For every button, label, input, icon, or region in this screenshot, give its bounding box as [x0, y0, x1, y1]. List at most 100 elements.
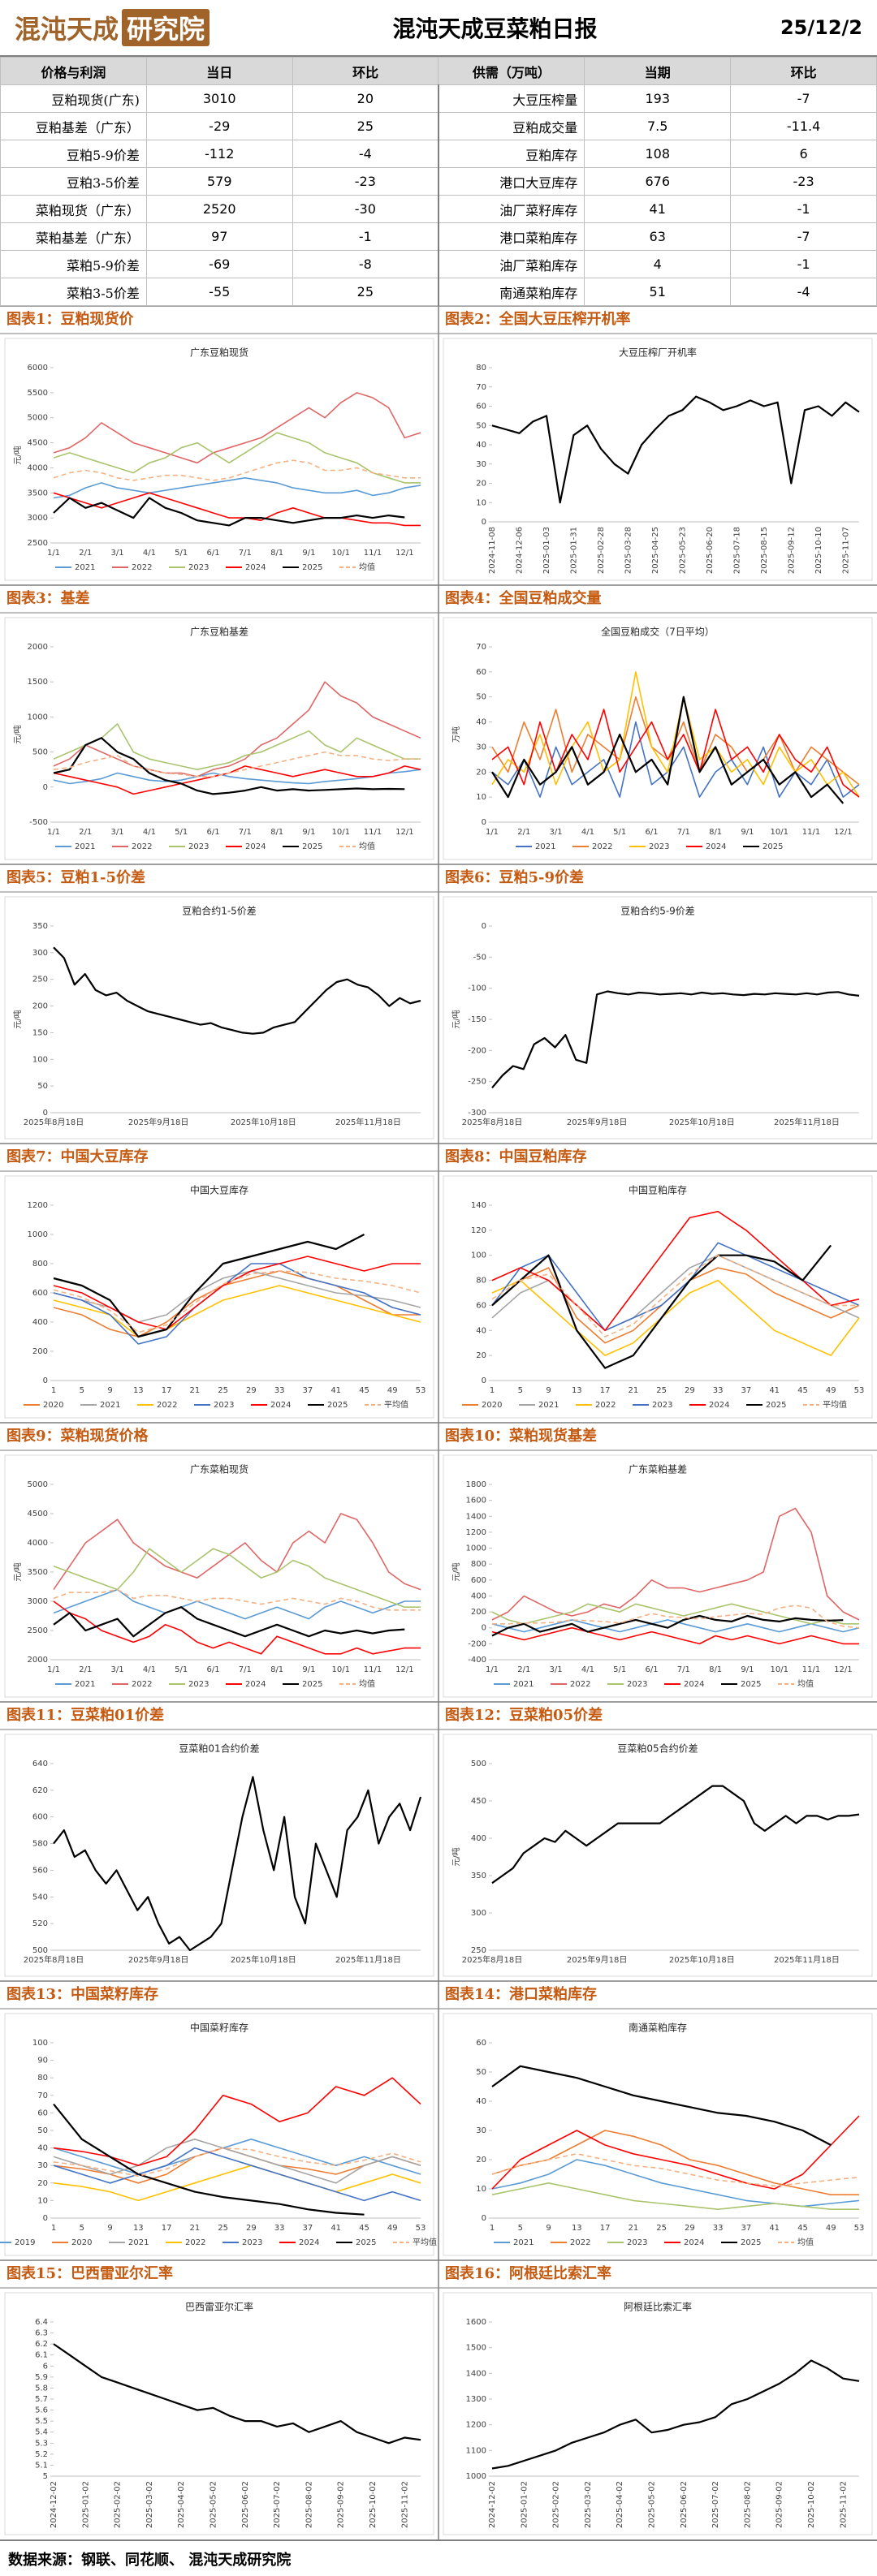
series-line: [53, 2139, 421, 2184]
y-tick-label: 70: [476, 383, 486, 392]
x-tick-label: 2025年11月18日: [335, 1117, 401, 1127]
chart-frame: [443, 896, 873, 1139]
y-tick-label: 60: [476, 2039, 486, 2048]
x-tick-label: 2025-06-20: [706, 527, 715, 574]
series-line: [53, 2147, 421, 2202]
chart-caption: 图表7：中国大豆库存: [6, 1148, 149, 1165]
cell: 193: [584, 84, 732, 113]
series-line: [491, 1507, 860, 1621]
row-label: 豆粕3-5价差: [0, 167, 147, 196]
cell: -8: [292, 250, 439, 278]
x-tick-label: 2/1: [79, 828, 92, 837]
x-tick-label: 5/1: [613, 1665, 626, 1674]
y-axis-label: 万吨: [451, 726, 461, 743]
x-tick-label: 13: [133, 2224, 144, 2233]
report-footer: 数据来源：钢联、同花顺、 混沌天成研究院: [0, 2539, 877, 2576]
chart-frame: [4, 338, 434, 581]
x-tick-label: 12/1: [395, 549, 413, 558]
x-tick-label: 2025-03-02: [584, 2481, 593, 2528]
cell: 97: [145, 222, 293, 251]
series-line: [53, 459, 421, 481]
y-tick-label: 6.3: [35, 2329, 48, 2338]
y-tick-label: 4000: [28, 1539, 48, 1548]
y-tick-label: -250: [468, 1078, 486, 1087]
x-tick-label: 49: [826, 2224, 836, 2233]
chart-frame: [443, 1734, 873, 1977]
cell: -23: [292, 167, 439, 196]
y-tick-label: 400: [32, 1318, 48, 1327]
chart-caption: 图表1：豆粕现货价: [6, 310, 135, 328]
y-tick-label: 90: [37, 2057, 48, 2066]
y-tick-label: -400: [468, 1656, 486, 1665]
chart-title: 广东豆粕基差: [190, 626, 248, 638]
chart-title: 豆粕合约5-9价差: [620, 905, 695, 917]
x-tick-label: 2025-05-02: [648, 2481, 657, 2528]
y-tick-label: 5500: [28, 389, 48, 398]
x-tick-label: 8/1: [709, 1665, 722, 1674]
chart-title: 南通菜粕库存: [629, 2022, 687, 2034]
chart-caption: 图表5：豆粕1-5价差: [6, 868, 145, 886]
x-tick-label: 2025-01-02: [81, 2481, 90, 2528]
series-line: [492, 1605, 860, 1629]
y-tick-label: 0: [482, 1376, 486, 1385]
y-tick-label: 4500: [28, 439, 48, 448]
y-tick-label: 200: [471, 1608, 486, 1617]
y-tick-label: 5.2: [35, 2450, 48, 2459]
x-tick-label: 45: [797, 2224, 808, 2233]
legend-label: 平均值: [823, 1399, 847, 1410]
y-tick-label: 120: [471, 1226, 486, 1235]
y-tick-label: 2000: [28, 1656, 48, 1665]
cell: -30: [292, 195, 439, 223]
x-tick-label: 6/1: [645, 828, 658, 837]
x-tick-label: 41: [769, 1386, 780, 1395]
x-tick-label: 2025-08-02: [743, 2481, 752, 2528]
x-tick-label: 5/1: [175, 549, 188, 558]
y-tick-label: 1100: [466, 2446, 486, 2455]
y-tick-label: 620: [32, 1786, 48, 1795]
cell: 579: [145, 167, 293, 196]
x-tick-label: 9: [107, 1386, 112, 1395]
cell: -1: [292, 222, 439, 251]
y-tick-label: 600: [471, 1576, 486, 1585]
table-row: 豆粕5-9价差 -112 -4 豆粕库存 108 6: [0, 140, 877, 168]
legend-label: 2022: [157, 1401, 177, 1410]
row-label: 大豆压榨量: [438, 84, 585, 113]
table-row: 豆粕3-5价差 579 -23 港口大豆库存 676 -23: [0, 167, 877, 196]
x-tick-label: 2025-08-02: [305, 2481, 313, 2528]
cell: -55: [145, 278, 293, 306]
series-line: [53, 723, 421, 770]
x-tick-label: 25: [218, 1386, 228, 1395]
x-tick-label: 45: [359, 2224, 369, 2233]
report-header: 混沌天成 研究院 混沌天成豆菜粕日报 25/12/2: [0, 0, 877, 57]
x-tick-label: 29: [685, 1386, 695, 1395]
y-tick-label: 5000: [28, 1480, 48, 1489]
y-tick-label: 50: [476, 2068, 486, 2077]
x-tick-label: 2025年10月18日: [669, 1117, 735, 1127]
y-tick-label: 450: [471, 1797, 486, 1806]
y-tick-label: 10: [476, 2185, 486, 2194]
series-line: [53, 432, 421, 484]
summary-table: 价格与利润 当日 环比 供需（万吨） 当期 环比 豆粕现货(广东) 3010 20 大豆压榨量 1…: [0, 57, 877, 306]
chart-caption: 图表15：巴西雷亚尔汇率: [6, 2264, 173, 2282]
y-tick-label: 30: [476, 460, 486, 469]
x-tick-label: 2025-01-02: [520, 2481, 529, 2528]
y-tick-label: 4000: [28, 463, 48, 472]
cell: 6: [730, 140, 877, 168]
column-header: 当日: [145, 57, 293, 85]
legend-label: 2021: [75, 563, 95, 572]
y-tick-label: 20: [476, 768, 486, 777]
chart-frame: [4, 617, 434, 860]
y-tick-label: 3000: [28, 514, 48, 523]
x-tick-label: 13: [572, 2224, 582, 2233]
legend-label: 均值: [797, 1678, 814, 1689]
y-tick-label: 0: [482, 2214, 486, 2223]
series-line: [491, 1603, 859, 1625]
chart-title: 豆菜粕05合约价差: [617, 1742, 698, 1755]
x-tick-label: 2025年8月18日: [24, 1117, 84, 1127]
y-tick-label: 70: [37, 2091, 48, 2100]
x-tick-label: 17: [162, 1386, 172, 1395]
chart-title: 广东菜粕现货: [190, 1463, 248, 1475]
x-tick-label: 11/1: [802, 828, 820, 837]
y-tick-label: 1400: [466, 2369, 486, 2378]
